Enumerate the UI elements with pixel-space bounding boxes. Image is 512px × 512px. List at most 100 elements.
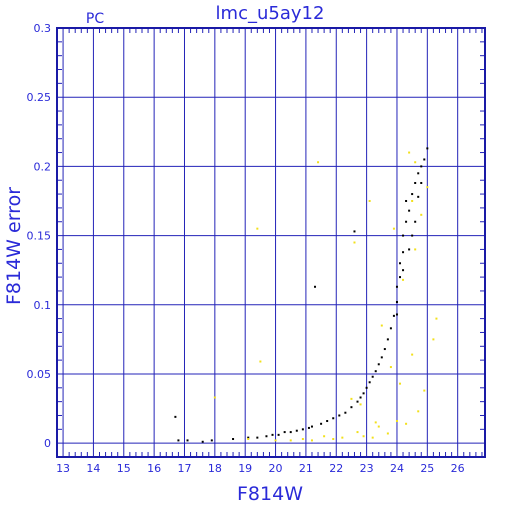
x-axis-label: F814W: [237, 483, 303, 505]
data-point-black: [310, 425, 313, 428]
data-point-black: [332, 417, 335, 420]
x-tick-label: 26: [451, 462, 465, 475]
x-tick-label: 19: [238, 462, 252, 475]
data-point-yellow: [341, 436, 344, 439]
data-point-black: [371, 375, 374, 378]
x-tick-label: 21: [299, 462, 313, 475]
data-point-black: [408, 248, 411, 251]
data-point-black: [301, 428, 304, 431]
data-point-black: [426, 147, 429, 150]
y-tick-label: 0: [44, 437, 51, 450]
data-point-black: [295, 429, 298, 432]
y-tick-label: 0.15: [27, 230, 52, 243]
data-point-yellow: [402, 278, 405, 281]
data-point-black: [386, 338, 389, 341]
data-point-black: [307, 426, 310, 429]
data-point-black: [408, 209, 411, 212]
data-point-black: [405, 199, 408, 202]
data-point-yellow: [405, 422, 408, 425]
data-point-yellow: [310, 439, 313, 442]
data-point-black: [314, 285, 317, 288]
data-point-yellow: [374, 421, 377, 424]
data-point-yellow: [380, 324, 383, 327]
data-point-yellow: [332, 438, 335, 441]
data-point-black: [289, 431, 292, 434]
data-point-yellow: [423, 389, 426, 392]
data-point-black: [177, 439, 180, 442]
data-point-yellow: [256, 227, 259, 230]
data-point-yellow: [317, 161, 320, 164]
data-point-yellow: [389, 366, 392, 369]
data-point-black: [420, 165, 423, 168]
data-point-black: [395, 301, 398, 304]
y-tick-label: 0.3: [34, 22, 52, 35]
x-tick-label: 17: [177, 462, 191, 475]
chart-grid: [57, 27, 485, 457]
data-point-yellow: [414, 248, 417, 251]
data-point-yellow: [362, 435, 365, 438]
data-point-black: [356, 400, 359, 403]
x-tick-label: 25: [420, 462, 434, 475]
data-point-black: [201, 440, 204, 443]
data-point-black: [417, 172, 420, 175]
data-point-yellow: [359, 403, 362, 406]
data-point-black: [383, 348, 386, 351]
data-point-yellow: [247, 438, 250, 441]
data-point-black: [395, 285, 398, 288]
data-point-yellow: [301, 438, 304, 441]
data-point-black: [247, 436, 250, 439]
data-point-yellow: [377, 425, 380, 428]
data-point-yellow: [274, 439, 277, 442]
data-point-yellow: [323, 435, 326, 438]
plot-frame: [56, 27, 486, 458]
data-point-black: [392, 314, 395, 317]
data-point-yellow: [411, 199, 414, 202]
data-point-black: [423, 158, 426, 161]
data-point-black: [389, 327, 392, 330]
chart-title: lmc_u5ay12: [216, 3, 325, 24]
data-point-black: [271, 433, 274, 436]
data-point-black: [186, 439, 189, 442]
data-point-yellow: [426, 186, 429, 189]
data-point-black: [350, 406, 353, 409]
tick-labels: 13 14 15 16 17 18 19 20 21 22 23 24 25 26 0 0.05 0.1 0.15…: [27, 22, 465, 475]
data-point-black: [402, 269, 405, 272]
x-tick-label: 14: [86, 462, 100, 475]
data-point-black: [174, 415, 177, 418]
data-point-black: [365, 386, 368, 389]
data-point-yellow: [417, 410, 420, 413]
y-tick-label: 0.1: [34, 299, 52, 312]
data-point-black: [377, 363, 380, 366]
x-tick-label: 23: [360, 462, 374, 475]
data-point-yellow: [435, 317, 438, 320]
data-point-yellow: [414, 161, 417, 164]
y-tick-label: 0.2: [34, 160, 52, 173]
data-point-black: [414, 181, 417, 184]
data-point-yellow: [213, 396, 216, 399]
data-point-black: [344, 411, 347, 414]
data-point-black: [368, 381, 371, 384]
data-point-black: [374, 370, 377, 373]
data-point-black: [405, 220, 408, 223]
data-point-yellow: [395, 420, 398, 423]
x-tick-label: 13: [56, 462, 70, 475]
data-points: [174, 147, 438, 443]
y-axis-label: F814W error: [3, 187, 25, 305]
data-point-black: [256, 436, 259, 439]
data-point-black: [283, 431, 286, 434]
data-point-yellow: [289, 439, 292, 442]
data-point-black: [362, 392, 365, 395]
x-tick-label: 24: [390, 462, 404, 475]
data-point-black: [395, 313, 398, 316]
data-point-yellow: [432, 338, 435, 341]
data-point-black: [420, 181, 423, 184]
data-point-yellow: [356, 431, 359, 434]
data-point-black: [402, 251, 405, 254]
data-point-black: [399, 262, 402, 265]
data-point-black: [359, 396, 362, 399]
y-tick-label: 0.25: [27, 91, 52, 104]
data-point-black: [338, 414, 341, 417]
x-tick-label: 15: [117, 462, 131, 475]
data-point-black: [326, 420, 329, 423]
